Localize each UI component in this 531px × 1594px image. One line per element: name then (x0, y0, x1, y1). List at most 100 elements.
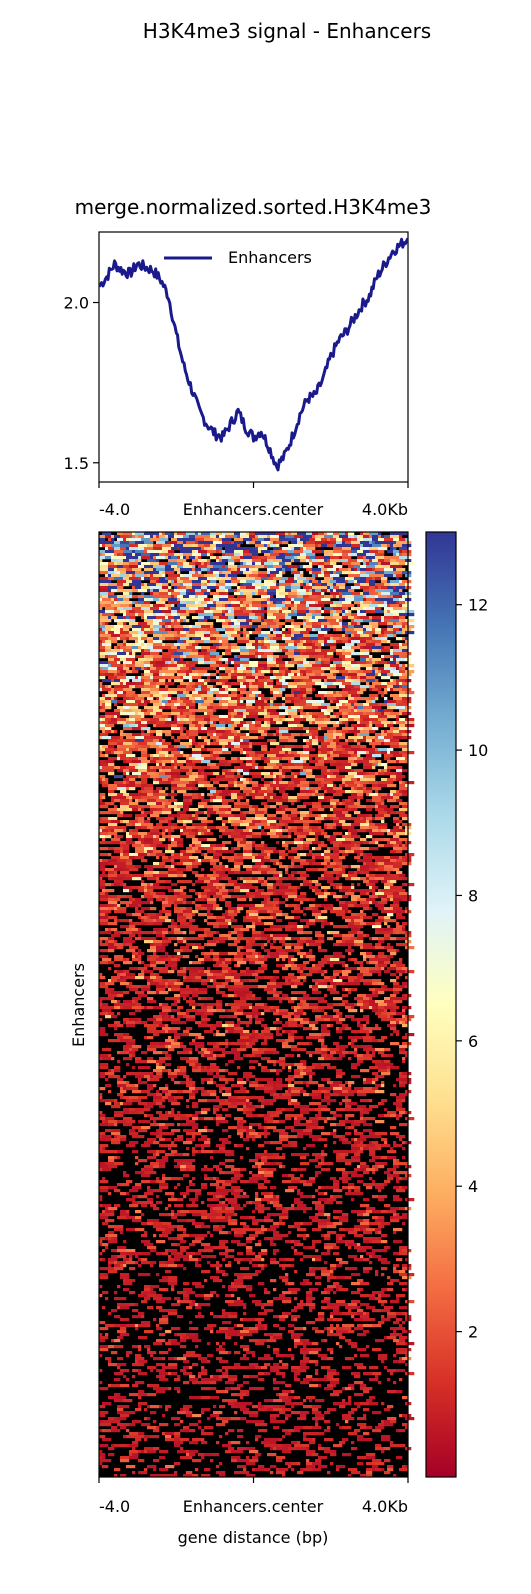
heatmap-cell (267, 592, 276, 595)
heatmap-cell (327, 685, 336, 688)
heatmap-cell (342, 715, 345, 718)
heatmap-cell (261, 829, 264, 832)
heatmap-cell (177, 760, 186, 763)
heatmap-cell (336, 706, 339, 709)
heatmap-cell (285, 754, 294, 757)
heatmap-cell (129, 538, 132, 541)
heatmap-cell (345, 622, 348, 625)
heatmap-cell (207, 814, 210, 817)
heatmap-cell (372, 670, 375, 673)
heatmap-cell (243, 550, 249, 553)
heatmap-cell (255, 586, 261, 589)
heatmap-cell (339, 721, 342, 724)
heatmap-cell (210, 556, 216, 559)
heatmap-cell (330, 556, 339, 559)
heatmap-cell (384, 664, 390, 667)
heatmap-cell (108, 721, 117, 724)
heatmap-cell (126, 874, 132, 877)
heatmap-cell (207, 709, 213, 712)
heatmap-cell (294, 700, 300, 703)
heatmap-cell (306, 556, 309, 559)
heatmap-cell (270, 691, 273, 694)
heatmap-cell (342, 733, 345, 736)
heatmap-cell (345, 703, 351, 706)
heatmap-cell (189, 550, 192, 553)
heatmap-cell (324, 871, 327, 874)
heatmap-cell (300, 676, 309, 679)
heatmap-cell (261, 610, 267, 613)
heatmap-cell (102, 553, 105, 556)
heatmap-cell (399, 628, 402, 631)
legend-label-enhancers: Enhancers (228, 248, 312, 267)
heatmap-cell (348, 817, 351, 820)
heatmap-cell (285, 826, 288, 829)
heatmap-cell (198, 619, 204, 622)
heatmap-cell (261, 772, 270, 775)
heatmap-cell (189, 733, 198, 736)
heatmap-cell (396, 769, 402, 772)
heatmap-cell (126, 676, 135, 679)
heatmap-cell (357, 535, 363, 538)
heatmap-cell (258, 712, 267, 715)
heatmap-cell (324, 661, 330, 664)
heatmap-cell (381, 733, 387, 736)
heatmap-cell (162, 715, 168, 718)
heatmap-cell (375, 589, 384, 592)
heatmap-cell (360, 850, 363, 853)
heatmap-cell (108, 877, 111, 880)
heatmap-cell (348, 565, 354, 568)
heatmap-cell (345, 784, 348, 787)
heatmap-cell (318, 745, 321, 748)
heatmap-cell (300, 679, 303, 682)
heatmap-cell (276, 682, 282, 685)
heatmap-cell (333, 733, 342, 736)
heatmap-cell (147, 754, 150, 757)
heatmap-cell (306, 700, 315, 703)
heatmap-cell (357, 778, 360, 781)
heatmap-cell (342, 727, 345, 730)
heatmap-cell (198, 769, 204, 772)
heatmap-cell (102, 745, 108, 748)
heatmap-cell (156, 823, 162, 826)
heatmap-cell (99, 661, 108, 664)
heatmap-cell (267, 823, 270, 826)
heatmap-cell (318, 820, 321, 823)
heatmap-cell (390, 610, 396, 613)
heatmap-cell (120, 766, 126, 769)
heatmap-cell (339, 709, 348, 712)
heatmap-cell (108, 664, 111, 667)
heatmap-cell (156, 601, 165, 604)
heatmap-cell (192, 685, 195, 688)
heatmap-cell (258, 670, 261, 673)
heatmap-cell (240, 835, 246, 838)
heatmap-cell (375, 673, 378, 676)
heatmap-cell (231, 760, 237, 763)
heatmap-cell (147, 772, 156, 775)
heatmap-cell (153, 598, 159, 601)
heatmap-cell (342, 841, 351, 844)
heatmap-cell (165, 565, 171, 568)
heatmap-cell (201, 583, 204, 586)
heatmap-cell (114, 646, 117, 649)
heatmap-cell (327, 697, 336, 700)
heatmap-cell (219, 538, 222, 541)
heatmap-cell (348, 829, 357, 832)
heatmap-cell (399, 793, 402, 796)
heatmap-cell (111, 841, 120, 844)
heatmap-cell (336, 595, 339, 598)
heatmap-cell (261, 646, 267, 649)
heatmap-cell (150, 832, 159, 835)
heatmap-cell (204, 811, 207, 814)
heatmap-cell (207, 688, 210, 691)
heatmap-cell (402, 805, 408, 808)
heatmap-cell (402, 790, 408, 793)
heatmap-cell (129, 577, 138, 580)
heatmap-cell (234, 871, 240, 874)
heatmap-cell (168, 721, 177, 724)
heatmap-cell (405, 562, 414, 565)
heatmap-cell (195, 535, 204, 538)
heatmap-cell (261, 607, 264, 610)
heatmap-cell (258, 697, 261, 700)
heatmap-cell (267, 598, 270, 601)
heatmap-cell (312, 622, 318, 625)
